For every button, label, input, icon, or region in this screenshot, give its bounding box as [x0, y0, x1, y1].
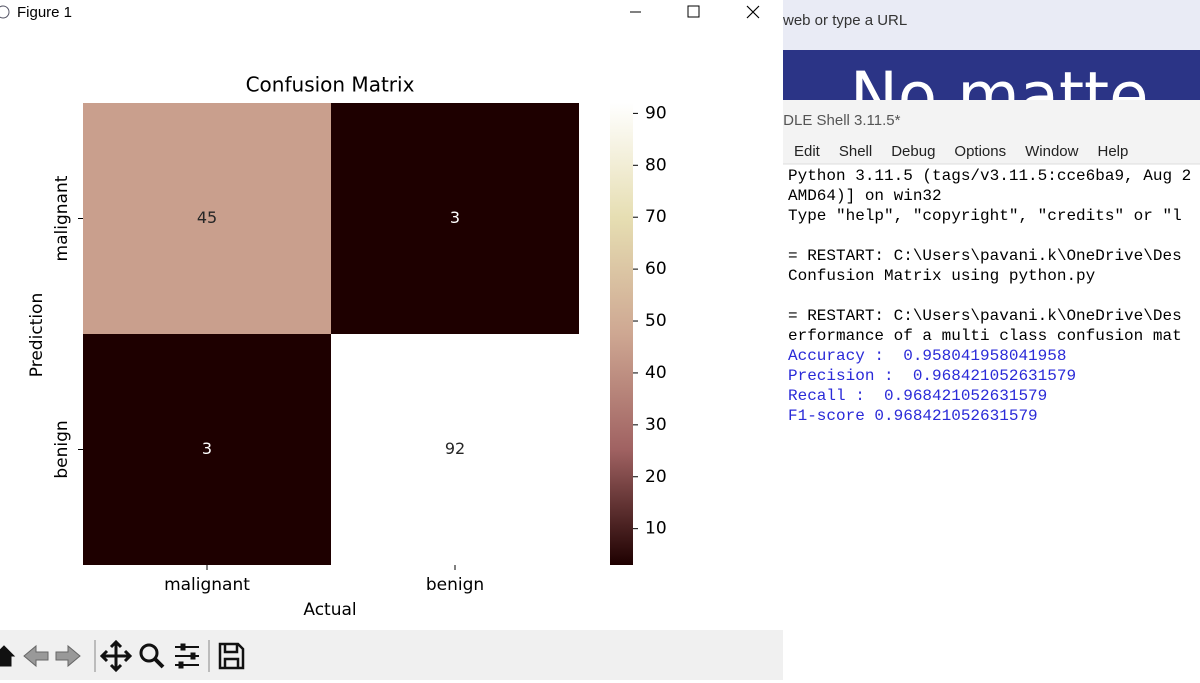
window-title: Figure 1 [17, 4, 72, 21]
y-axis-label: Prediction [27, 293, 47, 377]
pan-button[interactable] [99, 639, 133, 673]
colorbar-tick-label: 40 [645, 363, 667, 383]
colorbar-tick-label: 80 [645, 155, 667, 175]
figure-window: Figure 1 Confusion Matrix Actual Predict… [0, 0, 783, 680]
address-text[interactable]: web or type a URL [782, 12, 907, 29]
shell-line: F1-score 0.968421052631579 [788, 407, 1038, 425]
home-button[interactable] [0, 645, 16, 667]
x-tick-label: benign [426, 575, 484, 595]
maximize[interactable] [687, 5, 700, 18]
address-bar[interactable] [783, 0, 1200, 50]
idle-title: IDLE Shell 3.11.5* [779, 112, 901, 129]
colorbar-tick-label: 70 [645, 207, 667, 227]
x-axis-label: Actual [303, 600, 356, 620]
menu-item[interactable]: Edit [794, 143, 821, 160]
figure-titlebar [0, 0, 783, 30]
cell-label: 92 [445, 439, 465, 458]
colorbar-tick-label: 10 [645, 519, 667, 539]
menu-item[interactable]: Options [954, 143, 1006, 160]
colorbar-tick-label: 50 [645, 311, 667, 331]
idle-titlebar [783, 100, 1200, 140]
menu-item[interactable]: Help [1097, 143, 1128, 160]
heatmap: 45 3 3 92 malignant benign malignant benign 10 20… [52, 103, 667, 595]
shell-line: Recall : 0.968421052631579 [788, 387, 1047, 405]
cell-label: 45 [197, 208, 217, 227]
toolbar-icons [0, 639, 245, 673]
app-icon [0, 5, 10, 19]
colorbar-tick-label: 90 [645, 103, 667, 123]
close[interactable] [746, 5, 760, 19]
colorbar [610, 103, 633, 565]
save-button[interactable] [218, 642, 245, 670]
slider [178, 661, 184, 669]
cell-label: 3 [202, 439, 212, 458]
menu-item[interactable]: Debug [891, 143, 935, 160]
zoom-button[interactable] [139, 643, 159, 663]
forward-button[interactable] [55, 644, 81, 668]
colorbar-tick-label: 60 [645, 259, 667, 279]
slider [180, 643, 186, 651]
cell-label: 3 [450, 208, 460, 227]
menu-item[interactable]: Window [1025, 143, 1079, 160]
idle-shell: Edit Shell Debug Options Window Help Python 3.… [788, 143, 1191, 425]
shell-line: AMD64)] on win32 [788, 187, 942, 205]
cell [83, 334, 331, 565]
slider [190, 652, 196, 660]
colorbar-tick-label: 20 [645, 467, 667, 487]
cell [83, 103, 331, 334]
cell [331, 334, 579, 565]
shell-line: Confusion Matrix using python.py [788, 267, 1096, 285]
banner [783, 50, 1200, 100]
x-tick-label: malignant [164, 575, 250, 595]
idle-menubar [783, 140, 1200, 164]
y-tick-label: benign [52, 420, 72, 478]
shell-line: erformance of a multi class confusion ma… [788, 327, 1182, 345]
back-button[interactable] [23, 644, 49, 668]
chart-title: Confusion Matrix [246, 73, 415, 97]
colorbar-tick-label: 30 [645, 415, 667, 435]
cell [331, 103, 579, 334]
shell-line: Accuracy : 0.958041958041958 [788, 347, 1066, 365]
zoom-handle [153, 657, 165, 669]
shell-line: Precision : 0.968421052631579 [788, 367, 1076, 385]
shell-line: = RESTART: C:\Users\pavani.k\OneDrive\De… [788, 247, 1182, 265]
shell-line: Python 3.11.5 (tags/v3.11.5:cce6ba9, Aug… [788, 167, 1191, 185]
shell-line: Type "help", "copyright", "credits" or "… [788, 207, 1182, 225]
menu-item[interactable]: Shell [839, 143, 872, 160]
y-tick-label: malignant [52, 175, 72, 261]
shell-line: = RESTART: C:\Users\pavani.k\OneDrive\De… [788, 307, 1182, 325]
